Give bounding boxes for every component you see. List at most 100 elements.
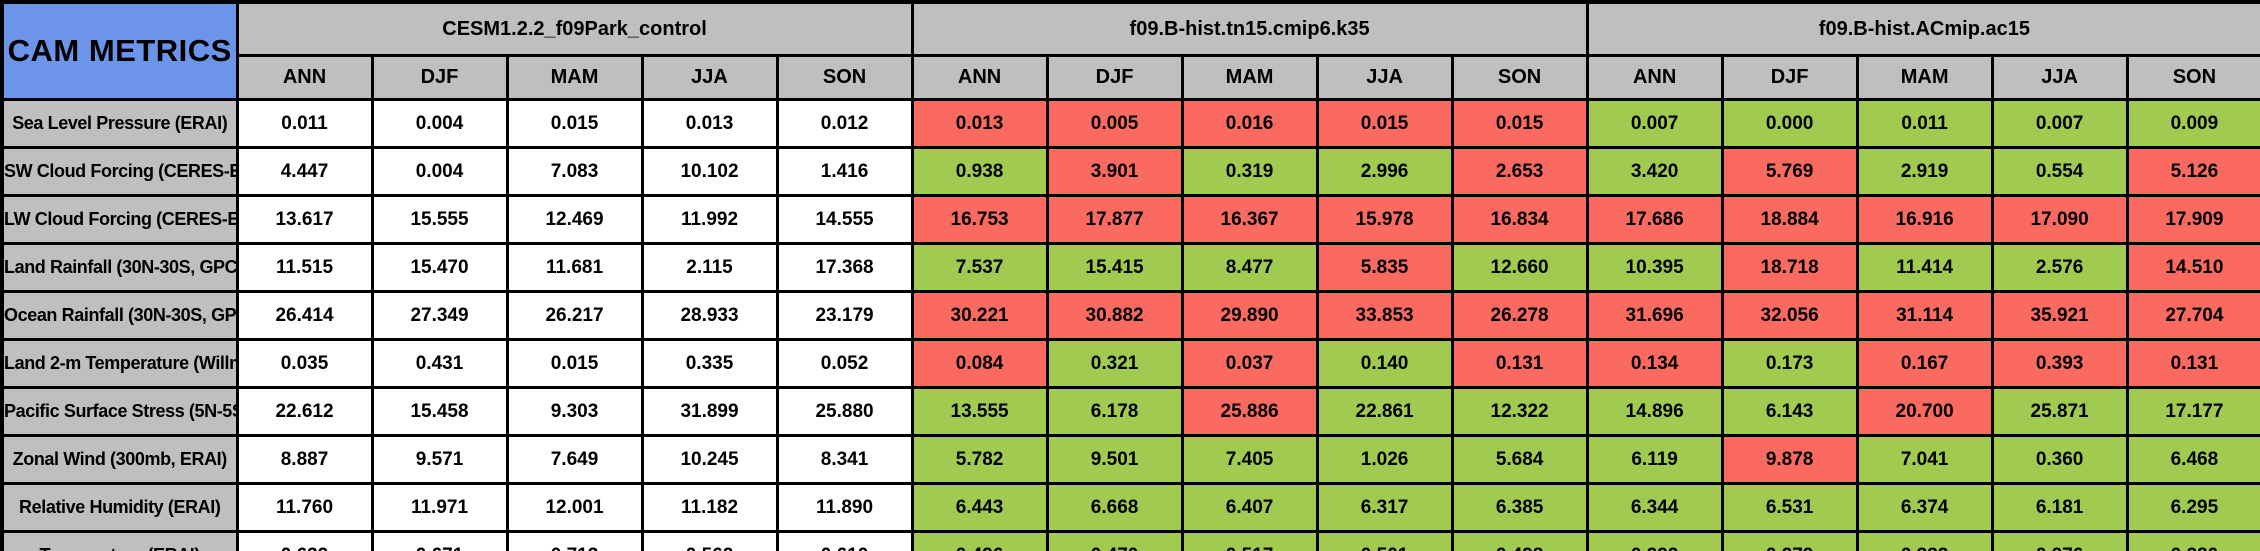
metric-value: 2.653 <box>1450 146 1589 197</box>
metric-value: 14.896 <box>1585 386 1724 437</box>
metric-value: 0.007 <box>1585 98 1724 149</box>
metric-value: 6.443 <box>910 482 1049 533</box>
metric-label-text: Ocean Rainfall (30N-30S, GPCP) <box>4 305 236 325</box>
metric-value: 6.468 <box>2125 434 2260 485</box>
metric-value: 9.303 <box>505 386 644 437</box>
metric-value: 7.649 <box>505 434 644 485</box>
season-header: DJF <box>1045 54 1184 101</box>
metric-value: 0.015 <box>1315 98 1454 149</box>
table-row: Land Rainfall (30N-30S, GPCP) 11.515 15.47… <box>0 242 2260 293</box>
metric-value: 6.119 <box>1585 434 1724 485</box>
metric-value: 0.016 <box>1180 98 1319 149</box>
season-header: SON <box>775 54 914 101</box>
metric-value: 0.005 <box>1045 98 1184 149</box>
metric-value: 0.292 <box>1585 530 1724 551</box>
table-row: Ocean Rainfall (30N-30S, GPCP)26.41427.3… <box>0 290 2260 341</box>
metric-value: 13.617 <box>235 194 374 245</box>
metric-value: 16.753 <box>910 194 1049 245</box>
metric-value: 0.004 <box>370 98 509 149</box>
table-row: Temperature (ERAI)0.6390.6710.7130.5620.… <box>0 530 2260 551</box>
metric-value: 9.571 <box>370 434 509 485</box>
metric-value: 29.890 <box>1180 290 1319 341</box>
table-body: Sea Level Pressure (ERAI) 0.011 0.004 0.015… <box>0 98 2260 551</box>
metric-value: 12.660 <box>1450 242 1589 293</box>
metric-value: 26.414 <box>235 290 374 341</box>
metric-value: 6.531 <box>1720 482 1859 533</box>
metric-value: 0.610 <box>775 530 914 551</box>
metric-value: 8.477 <box>1180 242 1319 293</box>
metric-value: 22.612 <box>235 386 374 437</box>
metric-value: 0.012 <box>775 98 914 149</box>
metric-value: 20.700 <box>1855 386 1994 437</box>
metric-label-text: SW Cloud Forcing (CERES-EBAF) <box>4 161 234 181</box>
table-head: CAM METRICS CESM1.2.2_f09Park_control f09.… <box>0 0 2260 101</box>
season-header: ANN <box>1585 54 1724 101</box>
metric-value: 2.919 <box>1855 146 1994 197</box>
metric-value: 32.056 <box>1720 290 1859 341</box>
season-header: MAM <box>1855 54 1994 101</box>
metric-value: 6.295 <box>2125 482 2260 533</box>
metric-value: 0.562 <box>640 530 779 551</box>
season-header: JJA <box>1315 54 1454 101</box>
metric-value: 0.084 <box>910 338 1049 389</box>
metric-value: 0.000 <box>1720 98 1859 149</box>
metric-value: 0.335 <box>640 338 779 389</box>
metric-label-text: Zonal Wind (300mb, ERAI) <box>12 449 228 469</box>
metric-value: 11.760 <box>235 482 374 533</box>
metric-label: Land Rainfall (30N-30S, GPCP) <box>0 242 239 293</box>
metric-value: 26.278 <box>1450 290 1589 341</box>
metric-value: 18.884 <box>1720 194 1859 245</box>
metric-value: 6.344 <box>1585 482 1724 533</box>
metric-value: 0.011 <box>1855 98 1994 149</box>
metric-value: 30.882 <box>1045 290 1184 341</box>
metric-value: 0.333 <box>1855 530 1994 551</box>
metric-value: 15.978 <box>1315 194 1454 245</box>
metric-value: 5.684 <box>1450 434 1589 485</box>
season-header: MAM <box>1180 54 1319 101</box>
metric-value: 14.510 <box>2125 242 2260 293</box>
metric-value: 0.009 <box>2125 98 2260 149</box>
metric-value: 2.115 <box>640 242 779 293</box>
table-title: CAM METRICS <box>0 0 239 101</box>
metric-value: 3.901 <box>1045 146 1184 197</box>
season-header: SON <box>2125 54 2260 101</box>
table-row: Land 2-m Temperature (Willmott)0.0350.43… <box>0 338 2260 389</box>
table-row: Sea Level Pressure (ERAI) 0.011 0.004 0.015… <box>0 98 2260 149</box>
metric-label: Temperature (ERAI) <box>0 530 239 551</box>
metric-value: 0.052 <box>775 338 914 389</box>
metric-value: 27.349 <box>370 290 509 341</box>
metric-value: 0.004 <box>370 146 509 197</box>
metric-value: 0.639 <box>235 530 374 551</box>
metric-value: 25.880 <box>775 386 914 437</box>
metric-value: 17.177 <box>2125 386 2260 437</box>
season-header: DJF <box>370 54 509 101</box>
metric-value: 2.996 <box>1315 146 1454 197</box>
metric-value: 0.167 <box>1855 338 1994 389</box>
metric-value: 15.415 <box>1045 242 1184 293</box>
metric-label: Relative Humidity (ERAI) <box>0 482 239 533</box>
metric-value: 0.007 <box>1990 98 2129 149</box>
metric-label: Pacific Surface Stress (5N-5S,ERS) <box>0 386 239 437</box>
metric-value: 7.537 <box>910 242 1049 293</box>
metric-value: 0.321 <box>1045 338 1184 389</box>
table-row: Relative Humidity (ERAI) 11.760 11.971 12.0… <box>0 482 2260 533</box>
metric-value: 17.090 <box>1990 194 2129 245</box>
metric-label-text: Land Rainfall (30N-30S, GPCP) <box>4 257 236 277</box>
metric-value: 5.782 <box>910 434 1049 485</box>
metric-value: 17.368 <box>775 242 914 293</box>
metric-value: 0.011 <box>235 98 374 149</box>
model-header-row: CAM METRICS CESM1.2.2_f09Park_control f09.… <box>0 0 2260 101</box>
metric-label-text: Relative Humidity (ERAI) <box>19 497 221 517</box>
metric-value: 11.414 <box>1855 242 1994 293</box>
metric-value: 10.395 <box>1585 242 1724 293</box>
season-header: JJA <box>1990 54 2129 101</box>
metric-value: 1.026 <box>1315 434 1454 485</box>
metric-label: Ocean Rainfall (30N-30S, GPCP) <box>0 290 239 341</box>
metric-label: LW Cloud Forcing (CERES-EBAF) <box>0 194 239 245</box>
metric-value: 16.916 <box>1855 194 1994 245</box>
table-row: SW Cloud Forcing (CERES-EBAF)4.4470.0047… <box>0 146 2260 197</box>
metric-value: 15.555 <box>370 194 509 245</box>
season-header-row: ANN DJF MAM JJA SON ANN DJF MAM JJA SON ANN DJF MAM J… <box>2 54 2260 101</box>
metric-value: 15.470 <box>370 242 509 293</box>
metric-value: 6.181 <box>1990 482 2129 533</box>
